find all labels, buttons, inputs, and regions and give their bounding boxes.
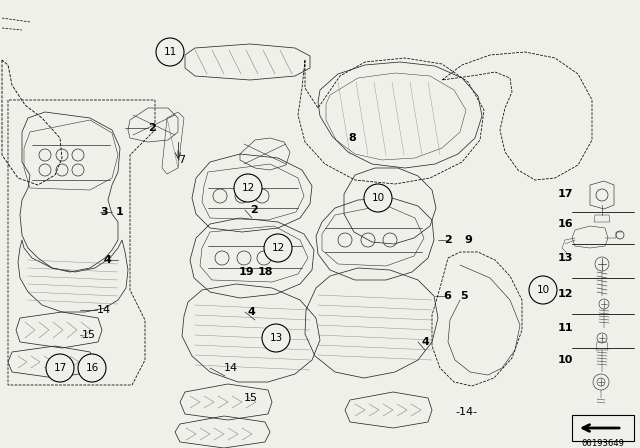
- Text: 14: 14: [224, 363, 238, 373]
- Text: 4: 4: [104, 255, 112, 265]
- Text: 15: 15: [82, 330, 96, 340]
- Circle shape: [78, 354, 106, 382]
- Text: 19: 19: [239, 267, 255, 277]
- Text: 18: 18: [258, 267, 273, 277]
- Text: 10: 10: [371, 193, 385, 203]
- Text: 1: 1: [116, 207, 124, 217]
- Text: 11: 11: [558, 323, 573, 333]
- Text: 10: 10: [558, 355, 573, 365]
- Circle shape: [529, 276, 557, 304]
- Text: 13: 13: [558, 253, 573, 263]
- Text: 15: 15: [244, 393, 258, 403]
- Text: 2: 2: [250, 205, 258, 215]
- Text: 00193649: 00193649: [582, 439, 625, 448]
- Circle shape: [264, 234, 292, 262]
- Text: 12: 12: [241, 183, 255, 193]
- Text: 17: 17: [558, 189, 573, 199]
- Text: 11: 11: [163, 47, 177, 57]
- Text: 16: 16: [85, 363, 99, 373]
- Circle shape: [156, 38, 184, 66]
- Circle shape: [364, 184, 392, 212]
- Text: 4: 4: [248, 307, 256, 317]
- Text: 8: 8: [348, 133, 356, 143]
- Text: 3: 3: [100, 207, 108, 217]
- Text: 12: 12: [271, 243, 285, 253]
- Text: 2: 2: [148, 123, 156, 133]
- Text: 16: 16: [558, 219, 573, 229]
- Text: -14-: -14-: [455, 407, 477, 417]
- Text: 17: 17: [53, 363, 67, 373]
- Text: 4: 4: [422, 337, 430, 347]
- Text: 9: 9: [464, 235, 472, 245]
- Text: 13: 13: [269, 333, 283, 343]
- Text: 6: 6: [443, 291, 451, 301]
- Text: 5: 5: [460, 291, 468, 301]
- Circle shape: [234, 174, 262, 202]
- Text: 14: 14: [97, 305, 111, 315]
- Text: 2: 2: [444, 235, 452, 245]
- Circle shape: [262, 324, 290, 352]
- Text: 10: 10: [536, 285, 550, 295]
- Text: 12: 12: [558, 289, 573, 299]
- Circle shape: [46, 354, 74, 382]
- Bar: [572, 415, 634, 441]
- Text: 7: 7: [178, 155, 185, 165]
